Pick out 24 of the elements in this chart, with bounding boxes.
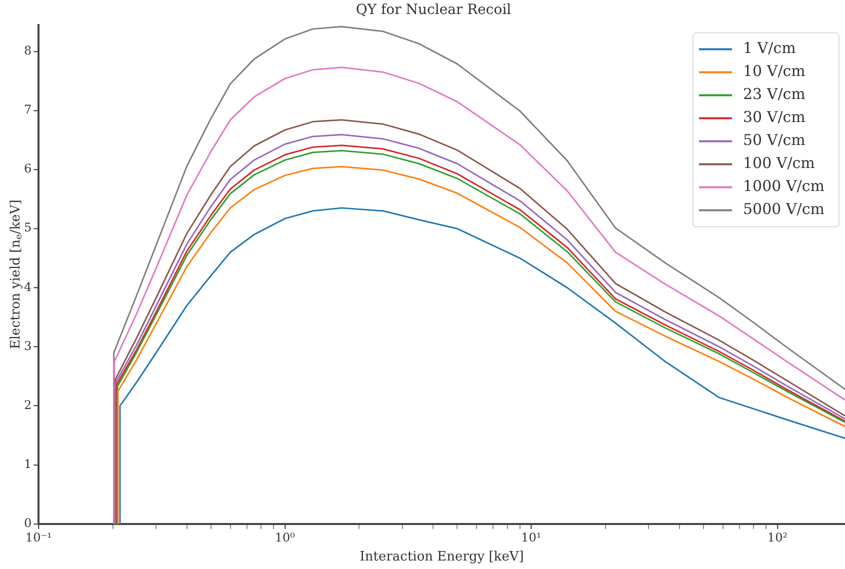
legend-label: 1000 V/cm: [743, 177, 824, 196]
legend-label: 23 V/cm: [743, 85, 806, 104]
y-tick-label: 5: [24, 220, 32, 235]
x-tick-label: 10⁰: [274, 530, 296, 544]
legend-label: 1 V/cm: [743, 39, 796, 58]
y-tick-label: 8: [24, 44, 32, 58]
y-tick-label: 6: [24, 162, 32, 176]
legend-label: 50 V/cm: [743, 131, 806, 150]
y-tick-label: 4: [24, 280, 32, 294]
x-axis-title: Interaction Energy [keV]: [360, 550, 524, 565]
y-axis-title: Electron yield [ne/keV]: [8, 200, 25, 350]
y-tick-label: 1: [24, 457, 32, 472]
y-tick-label: 7: [24, 102, 32, 117]
x-tick-label: 10²: [767, 530, 788, 544]
legend-label: 10 V/cm: [743, 62, 806, 80]
legend-label: 100 V/cm: [743, 154, 815, 172]
x-tick-label: 10⁻¹: [25, 530, 52, 544]
chart-title: QY for Nuclear Recoil: [356, 2, 512, 18]
y-tick-label: 0: [24, 516, 32, 530]
legend-label: 30 V/cm: [743, 108, 806, 126]
x-tick-label: 10¹: [521, 530, 542, 544]
legend-label: 5000 V/cm: [743, 200, 824, 218]
y-tick-label: 3: [24, 338, 32, 353]
y-tick-label: 2: [24, 398, 32, 412]
